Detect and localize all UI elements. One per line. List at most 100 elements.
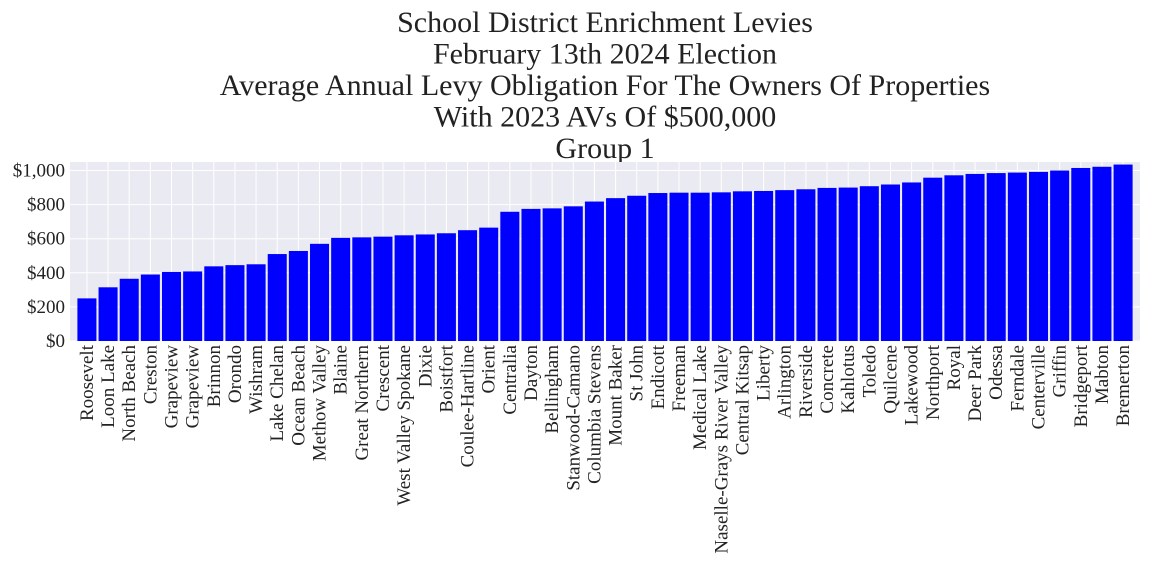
x-category-label: Blaine — [331, 345, 352, 395]
chart-title: School District Enrichment LeviesFebruar… — [220, 6, 990, 165]
bar — [902, 182, 922, 341]
x-category-label: North Beach — [119, 345, 140, 442]
bar — [690, 192, 710, 341]
y-tick-label: $1,000 — [13, 161, 65, 182]
bar — [542, 208, 562, 341]
bar — [246, 264, 266, 341]
x-category-label: Stanwood-Camano — [563, 345, 584, 491]
bar — [331, 237, 351, 341]
x-category-label: Orondo — [225, 345, 246, 403]
bar — [352, 237, 372, 341]
bar — [754, 190, 774, 341]
bar — [436, 233, 456, 341]
bar — [77, 298, 97, 341]
x-category-label: Methow Valley — [310, 345, 331, 462]
bar — [1050, 170, 1070, 341]
x-category-label: Deer Park — [965, 345, 986, 422]
bar — [479, 227, 499, 341]
x-category-label: Brinnon — [204, 345, 225, 408]
title-line: February 13th 2024 Election — [433, 38, 777, 71]
x-category-label: Wishram — [246, 345, 267, 414]
y-tick-label: $200 — [27, 297, 65, 318]
bars — [77, 164, 1133, 341]
bar — [373, 236, 393, 341]
bar — [944, 175, 964, 341]
bar — [458, 230, 478, 341]
bar — [669, 192, 689, 341]
x-category-label: Great Northern — [352, 345, 373, 461]
x-category-label: Grapeview — [162, 345, 183, 429]
x-category-label: Kahlotus — [838, 345, 859, 414]
bar — [1092, 166, 1112, 341]
bar — [648, 193, 668, 341]
title-line: Group 1 — [555, 132, 654, 165]
bar — [1007, 172, 1027, 341]
bar — [225, 265, 245, 341]
bar — [965, 173, 985, 341]
bar — [732, 191, 752, 341]
x-category-label: Riverside — [796, 345, 817, 418]
x-category-label: Quilcene — [880, 345, 901, 414]
title-line: With 2023 AVs Of $500,000 — [434, 101, 776, 134]
x-category-label: Odessa — [986, 344, 1007, 399]
x-category-label: Lakewood — [902, 345, 923, 426]
x-category-label: Mount Baker — [606, 344, 627, 445]
x-category-label: Royal — [944, 345, 965, 390]
x-category-label: West Valley Spokane — [394, 345, 415, 506]
bar — [204, 266, 224, 341]
y-axis-ticks: $0 $200 $400 $600 $800 $1,000 — [13, 161, 65, 352]
x-category-label: Freeman — [669, 345, 690, 412]
x-category-label: Lake Chelan — [267, 345, 288, 442]
bar — [711, 192, 731, 341]
x-category-label: Liberty — [754, 345, 775, 401]
x-category-label: Columbia Stevens — [584, 345, 605, 484]
bar — [775, 190, 795, 341]
bar — [161, 271, 182, 341]
x-category-label: Crescent — [373, 344, 394, 411]
x-category-label: Naselle-Grays River Valley — [711, 345, 732, 554]
x-category-label: Toledo — [859, 345, 880, 398]
bar — [310, 243, 330, 341]
x-category-label: Creston — [140, 345, 161, 405]
x-category-label: Medical Lake — [690, 345, 711, 450]
bar — [394, 235, 414, 341]
y-tick-label: $800 — [27, 195, 65, 216]
bar — [880, 184, 900, 341]
bar — [817, 187, 837, 341]
bar — [1028, 171, 1049, 341]
y-tick-label: $400 — [27, 263, 65, 284]
x-category-label: Concrete — [817, 345, 838, 414]
bar — [288, 250, 308, 341]
x-axis-category-labels: Roosevelt Loon Lake North Beach Creston Grap… — [77, 344, 1134, 553]
x-category-label: Roosevelt — [77, 344, 98, 421]
x-category-label: Bridgeport — [1071, 344, 1092, 427]
bar — [183, 271, 203, 341]
bar — [796, 189, 816, 341]
bar — [140, 274, 160, 341]
bar — [98, 287, 118, 341]
bar — [859, 186, 879, 341]
x-category-label: Central Kitsap — [732, 345, 753, 455]
bar — [606, 198, 626, 341]
bar — [415, 234, 435, 341]
bar — [521, 208, 541, 341]
x-category-label: Arlington — [775, 345, 796, 419]
bar — [986, 173, 1006, 341]
x-category-label: Bellingham — [542, 345, 563, 434]
bar — [119, 278, 139, 341]
x-category-label: Griffin — [1050, 345, 1071, 398]
bar — [563, 206, 583, 341]
title-line: School District Enrichment Levies — [397, 6, 813, 39]
title-line: Average Annual Levy Obligation For The O… — [220, 69, 990, 102]
bar — [627, 195, 647, 341]
y-tick-label: $600 — [27, 229, 65, 250]
bar — [584, 201, 604, 341]
x-category-label: Centerville — [1028, 345, 1049, 429]
x-category-label: Loon Lake — [98, 345, 119, 428]
bar — [1071, 167, 1091, 341]
bar — [500, 211, 520, 341]
bar — [923, 177, 943, 341]
x-category-label: Ferndale — [1007, 345, 1028, 411]
x-category-label: Dayton — [521, 345, 542, 401]
